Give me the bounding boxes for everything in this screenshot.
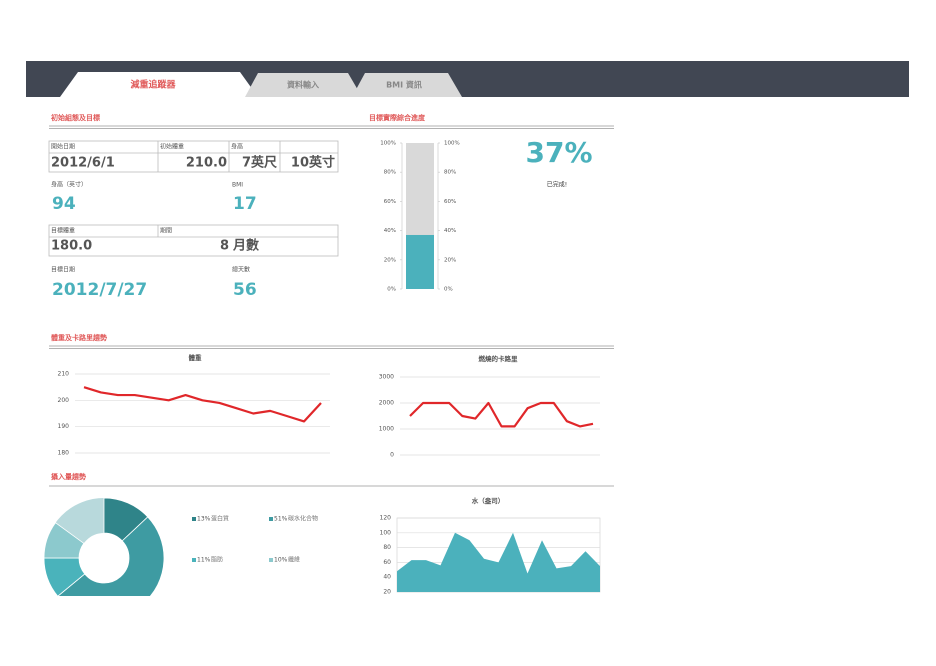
y-tick-label: 0% xyxy=(387,287,396,293)
y-tick-label: 0% xyxy=(444,287,453,293)
y-tick-label: 40 xyxy=(383,574,391,581)
value-label: 37% xyxy=(525,136,592,169)
legend-swatch xyxy=(269,558,273,562)
y-tick-label: 100% xyxy=(444,141,460,147)
slice xyxy=(43,522,85,559)
y-tick-label: 100 xyxy=(380,529,392,536)
y-tick-label: 20% xyxy=(444,257,456,263)
field-value: 7英尺 xyxy=(242,155,277,171)
field-label: 開始日期 xyxy=(51,143,75,151)
y-tick-label: 2000 xyxy=(379,400,394,407)
field-label: 初始體重 xyxy=(160,143,184,151)
field-label: 目標日期 xyxy=(51,266,75,274)
chart xyxy=(43,497,165,596)
y-tick-label: 60 xyxy=(383,559,391,566)
y-tick-label: 190 xyxy=(58,423,70,430)
tab[interactable] xyxy=(245,73,362,97)
field-value: 210.0 xyxy=(186,156,227,171)
y-tick-label: 210 xyxy=(58,371,70,378)
field-value: 8 xyxy=(220,239,229,254)
annotation: 已完成! xyxy=(547,181,567,189)
field-value: 2012/6/1 xyxy=(51,156,115,171)
table-box xyxy=(48,140,339,173)
y-tick-label: 60% xyxy=(444,199,456,205)
legend-label: 纖維 xyxy=(288,556,300,564)
y-tick-label: 120 xyxy=(380,515,392,522)
bar xyxy=(406,234,434,289)
y-tick-label: 200 xyxy=(58,397,70,404)
legend-value: 10% xyxy=(274,557,288,564)
y-tick-label: 40% xyxy=(444,228,456,234)
tab-active[interactable] xyxy=(60,72,258,97)
y-tick-label: 80% xyxy=(384,170,396,176)
field-value: 17 xyxy=(233,194,257,214)
section-title: 初始組態及目標 xyxy=(51,113,100,122)
legend-value: 51% xyxy=(274,516,288,523)
field-label: 身高 xyxy=(231,143,243,151)
field-value: 94 xyxy=(52,194,76,214)
tab-label[interactable]: BMI 資訊 xyxy=(386,80,422,90)
field-value: 56 xyxy=(233,280,257,300)
legend-label: 蛋白質 xyxy=(211,515,229,523)
y-tick-label: 180 xyxy=(58,450,70,457)
tab[interactable] xyxy=(352,73,462,97)
legend-label: 碳水化合物 xyxy=(288,515,318,523)
chart: 體重 180 190 200 210 xyxy=(58,353,330,457)
field-value: 2012/7/27 xyxy=(52,280,147,300)
chart: 0% 0% 20% 20% 40% 40% 60% 60% 80% 80% 100% 100% 37% 已… xyxy=(380,136,592,293)
y-tick-label: 20 xyxy=(383,589,391,596)
legend-value: 11% xyxy=(197,557,211,564)
table-box xyxy=(48,224,339,257)
y-tick-label: 0 xyxy=(390,452,394,459)
area xyxy=(397,532,600,592)
legend-swatch xyxy=(269,517,273,521)
section-title: 目標實際綜合進度 xyxy=(369,113,426,122)
line xyxy=(409,401,594,428)
chart-title: 水（盎司） xyxy=(472,496,505,505)
slice xyxy=(57,516,165,596)
legend-swatch xyxy=(192,517,196,521)
field-label: 目標體重 xyxy=(51,227,75,235)
y-tick-label: 80% xyxy=(444,170,456,176)
y-tick-label: 100% xyxy=(380,141,396,147)
chart-title: 體重 xyxy=(189,353,203,362)
field-label: BMI xyxy=(232,182,243,189)
field-unit: 月數 xyxy=(232,238,259,254)
legend-value: 13% xyxy=(197,516,211,523)
field-value: 10英寸 xyxy=(291,155,335,171)
tab-label[interactable]: 減重追蹤器 xyxy=(130,79,176,91)
chart-title: 燃燒的卡路里 xyxy=(479,354,519,363)
y-tick-label: 80 xyxy=(383,544,391,551)
legend-swatch xyxy=(192,558,196,562)
y-tick-label: 20% xyxy=(384,257,396,263)
y-tick-label: 40% xyxy=(384,228,396,234)
field-label: 總天數 xyxy=(232,266,250,274)
legend-label: 脂肪 xyxy=(211,556,223,564)
y-tick-label: 1000 xyxy=(379,426,394,433)
chart: 水（盎司） 20 40 60 80 100 120 xyxy=(380,496,601,596)
section-title: 體重及卡路里趨勢 xyxy=(51,333,107,342)
section-title: 攝入量趨勢 xyxy=(51,472,86,481)
y-tick-label: 3000 xyxy=(379,374,394,381)
field-label: 期間 xyxy=(160,227,172,235)
y-tick-label: 60% xyxy=(384,199,396,205)
chart: 燃燒的卡路里 0 1000 2000 3000 xyxy=(379,354,600,459)
field-label: 身高（英寸） xyxy=(51,181,87,189)
line xyxy=(83,386,322,423)
field-value: 180.0 xyxy=(51,239,92,254)
tab-label[interactable]: 資料輸入 xyxy=(287,80,319,90)
